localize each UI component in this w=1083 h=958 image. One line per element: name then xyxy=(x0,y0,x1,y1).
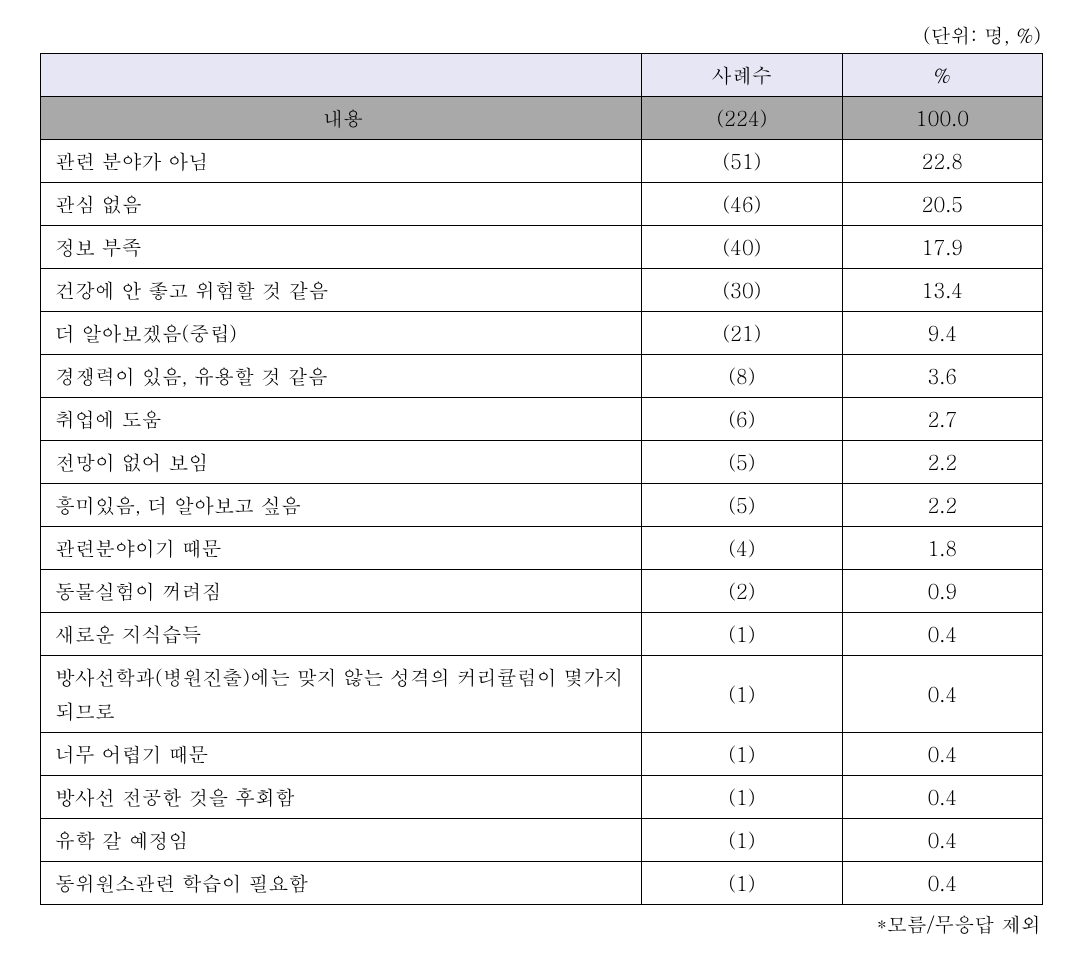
total-row: 내용 (224) 100.0 xyxy=(41,97,1043,140)
row-count: (6) xyxy=(642,398,842,441)
row-count: (1) xyxy=(642,862,842,905)
row-count: (30) xyxy=(642,269,842,312)
total-label: 내용 xyxy=(41,97,642,140)
row-percent: 22.8 xyxy=(842,140,1042,183)
table-row: 유학 갈 예정임(1)0.4 xyxy=(41,819,1043,862)
row-percent: 17.9 xyxy=(842,226,1042,269)
row-label: 방사선 전공한 것을 후회함 xyxy=(41,776,642,819)
row-count: (4) xyxy=(642,527,842,570)
row-percent: 2.2 xyxy=(842,441,1042,484)
table-row: 동위원소관련 학습이 필요함(1)0.4 xyxy=(41,862,1043,905)
table-row: 전망이 없어 보임(5)2.2 xyxy=(41,441,1043,484)
total-count: (224) xyxy=(642,97,842,140)
row-count: (1) xyxy=(642,776,842,819)
table-row: 취업에 도움(6)2.7 xyxy=(41,398,1043,441)
row-label: 전망이 없어 보임 xyxy=(41,441,642,484)
footnote: *모름/무응답 제외 xyxy=(40,909,1043,938)
row-count: (40) xyxy=(642,226,842,269)
row-label: 관심 없음 xyxy=(41,183,642,226)
row-label: 방사선학과(병원진출)에는 맞지 않는 성격의 커리큘럼이 몇가지 되므로 xyxy=(41,656,642,733)
row-percent: 0.4 xyxy=(842,776,1042,819)
row-percent: 13.4 xyxy=(842,269,1042,312)
table-row: 관련 분야가 아님(51)22.8 xyxy=(41,140,1043,183)
table-row: 흥미있음, 더 알아보고 싶음(5)2.2 xyxy=(41,484,1043,527)
row-percent: 20.5 xyxy=(842,183,1042,226)
row-label: 새로운 지식습득 xyxy=(41,613,642,656)
row-label: 경쟁력이 있음, 유용할 것 같음 xyxy=(41,355,642,398)
row-percent: 3.6 xyxy=(842,355,1042,398)
table-row: 관심 없음(46)20.5 xyxy=(41,183,1043,226)
header-blank xyxy=(41,54,642,97)
row-count: (5) xyxy=(642,441,842,484)
header-count: 사례수 xyxy=(642,54,842,97)
row-label: 동위원소관련 학습이 필요함 xyxy=(41,862,642,905)
row-label: 흥미있음, 더 알아보고 싶음 xyxy=(41,484,642,527)
header-percent: % xyxy=(842,54,1042,97)
row-percent: 0.4 xyxy=(842,613,1042,656)
row-count: (1) xyxy=(642,656,842,733)
row-count: (46) xyxy=(642,183,842,226)
unit-label: (단위: 명, %) xyxy=(40,20,1043,49)
table-row: 더 알아보겠음(중립)(21)9.4 xyxy=(41,312,1043,355)
table-row: 경쟁력이 있음, 유용할 것 같음(8)3.6 xyxy=(41,355,1043,398)
row-label: 관련 분야가 아님 xyxy=(41,140,642,183)
row-label: 동물실험이 꺼려짐 xyxy=(41,570,642,613)
row-percent: 2.7 xyxy=(842,398,1042,441)
row-count: (1) xyxy=(642,613,842,656)
table-row: 새로운 지식습득(1)0.4 xyxy=(41,613,1043,656)
row-percent: 2.2 xyxy=(842,484,1042,527)
table-row: 건강에 안 좋고 위험할 것 같음(30)13.4 xyxy=(41,269,1043,312)
row-label: 정보 부족 xyxy=(41,226,642,269)
table-row: 정보 부족(40)17.9 xyxy=(41,226,1043,269)
row-percent: 0.4 xyxy=(842,819,1042,862)
row-percent: 1.8 xyxy=(842,527,1042,570)
row-label: 취업에 도움 xyxy=(41,398,642,441)
row-percent: 0.4 xyxy=(842,656,1042,733)
table-row: 방사선 전공한 것을 후회함(1)0.4 xyxy=(41,776,1043,819)
row-label: 관련분야이기 때문 xyxy=(41,527,642,570)
row-label: 건강에 안 좋고 위험할 것 같음 xyxy=(41,269,642,312)
table-row: 방사선학과(병원진출)에는 맞지 않는 성격의 커리큘럼이 몇가지 되므로(1)… xyxy=(41,656,1043,733)
row-percent: 9.4 xyxy=(842,312,1042,355)
data-table: 사례수 % 내용 (224) 100.0 관련 분야가 아님(51)22.8관심… xyxy=(40,53,1043,905)
table-row: 너무 어렵기 때문(1)0.4 xyxy=(41,733,1043,776)
table-row: 동물실험이 꺼려짐(2)0.9 xyxy=(41,570,1043,613)
row-percent: 0.4 xyxy=(842,862,1042,905)
total-percent: 100.0 xyxy=(842,97,1042,140)
row-percent: 0.9 xyxy=(842,570,1042,613)
row-count: (21) xyxy=(642,312,842,355)
header-row: 사례수 % xyxy=(41,54,1043,97)
row-count: (5) xyxy=(642,484,842,527)
row-count: (8) xyxy=(642,355,842,398)
row-label: 유학 갈 예정임 xyxy=(41,819,642,862)
row-count: (2) xyxy=(642,570,842,613)
table-row: 관련분야이기 때문(4)1.8 xyxy=(41,527,1043,570)
row-label: 더 알아보겠음(중립) xyxy=(41,312,642,355)
row-percent: 0.4 xyxy=(842,733,1042,776)
row-count: (1) xyxy=(642,819,842,862)
row-count: (51) xyxy=(642,140,842,183)
row-label: 너무 어렵기 때문 xyxy=(41,733,642,776)
row-count: (1) xyxy=(642,733,842,776)
